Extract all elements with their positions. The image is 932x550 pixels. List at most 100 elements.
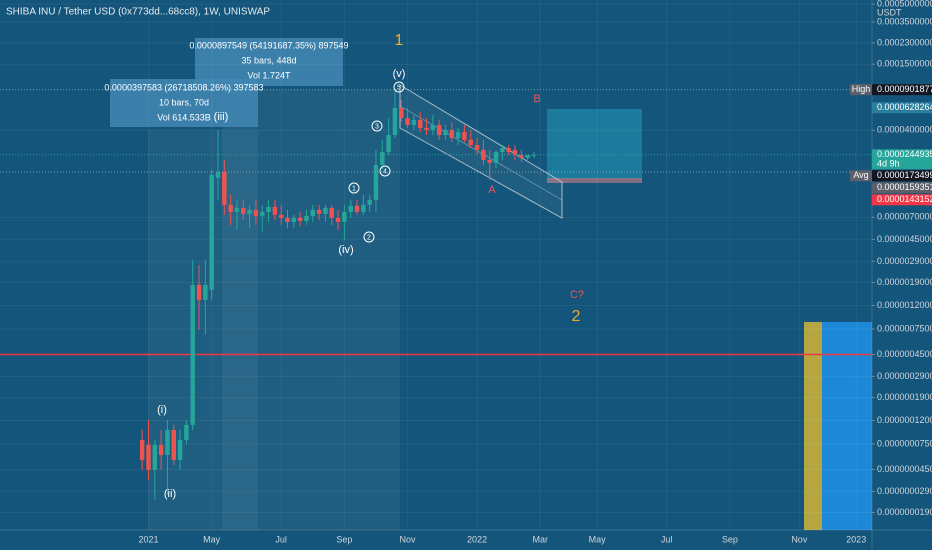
wave-label: (i) xyxy=(157,404,167,416)
candle-body xyxy=(525,154,530,158)
candle-body xyxy=(455,132,461,138)
candle-body xyxy=(203,284,208,300)
candle-body xyxy=(348,205,353,212)
candle-body xyxy=(209,174,214,290)
tooltip-text: 35 bars, 448d xyxy=(241,55,296,65)
candle-body xyxy=(354,205,360,212)
candle-body xyxy=(449,129,455,138)
y-tick-label: 0.0005000000 xyxy=(877,0,932,8)
candle-body xyxy=(171,429,176,460)
y-tick-label: 0.0000070000 xyxy=(877,212,932,222)
wave-circle xyxy=(393,81,405,93)
wave-circle xyxy=(348,182,360,194)
y-tick-label: 0.0000004500 xyxy=(877,349,932,359)
y-tick-label: 0.0002300000 xyxy=(877,37,932,47)
wave-circle-label: 2 xyxy=(367,234,371,241)
wave-circle-label: 4 xyxy=(383,168,387,175)
x-tick-label: 2021 xyxy=(138,534,158,544)
candle-body xyxy=(260,211,265,216)
candle-body xyxy=(152,444,158,470)
candle-body xyxy=(285,217,290,222)
candle-body xyxy=(215,172,221,178)
candle-body xyxy=(436,124,442,136)
currency-label: USDT xyxy=(877,7,902,17)
candle-body xyxy=(424,127,429,130)
y-tick-label: 0.0000000450 xyxy=(877,464,932,474)
x-tick-label: Sep xyxy=(336,534,352,544)
projection-box xyxy=(822,322,872,530)
candle-body xyxy=(512,149,518,155)
candle-body xyxy=(386,135,391,153)
candle-body xyxy=(241,207,246,214)
target-box xyxy=(547,109,642,179)
candle-body xyxy=(323,207,328,214)
price-tag-label: 0.0000244935 xyxy=(877,149,932,159)
x-tick-label: May xyxy=(203,534,221,544)
candle-body xyxy=(139,439,145,460)
candle-body xyxy=(316,209,322,214)
candle-body xyxy=(234,207,240,212)
chart-title: SHIBA INU / Tether USD (0x773dd...68cc8)… xyxy=(6,7,270,18)
candle-body xyxy=(184,424,189,440)
wave-circle-label: 1 xyxy=(352,185,356,192)
y-tick-label: 0.0000001900 xyxy=(877,392,932,402)
y-tick-label: 0.0000029000 xyxy=(877,256,932,266)
candle-body xyxy=(367,199,372,205)
price-tag-label: 0.0000628264 xyxy=(877,102,932,112)
price-tag xyxy=(872,102,932,114)
candle-body xyxy=(335,217,341,222)
price-tag xyxy=(872,182,932,194)
y-tick-label: 0.0003500000 xyxy=(877,16,932,26)
tooltip-text: Vol 614.533B xyxy=(157,112,211,122)
candle-body xyxy=(329,207,334,218)
candle-body xyxy=(177,439,183,460)
x-tick-label: Jul xyxy=(275,534,287,544)
stop-box xyxy=(547,178,642,183)
candle-body xyxy=(487,159,492,163)
tooltip-text: 10 bars, 70d xyxy=(159,97,209,107)
candle-body xyxy=(342,211,347,222)
candle-body xyxy=(417,119,423,128)
candle-body xyxy=(411,119,417,125)
y-tick-label: 0.0000007500 xyxy=(877,323,932,333)
y-tick-label: 0.0000000190 xyxy=(877,507,932,517)
range-box xyxy=(222,90,400,530)
candle-body xyxy=(196,284,202,300)
candle-body xyxy=(361,204,366,212)
candle-body xyxy=(272,206,278,215)
price-tag xyxy=(872,170,932,182)
candle-body xyxy=(443,129,448,136)
price-tag-label: 0.0000143152 xyxy=(877,194,932,204)
candle-body xyxy=(405,118,410,125)
candle-body xyxy=(519,154,524,158)
y-tick-label: 0.0000045000 xyxy=(877,234,932,244)
y-tick-label: 0.0000400000 xyxy=(877,125,932,135)
x-tick-label: May xyxy=(589,534,607,544)
wave-circle-label: 3 xyxy=(375,123,379,130)
y-tick-label: 0.0000012000 xyxy=(877,300,932,310)
candle-body xyxy=(228,204,233,212)
tooltip-text: 0.0000897549 (54191687.35%) 897549 xyxy=(189,40,348,50)
wave-label: (ii) xyxy=(164,488,176,500)
price-tag-title: High xyxy=(852,84,871,94)
price-tag-label: 0.0000159351 xyxy=(877,182,932,192)
x-tick-label: Nov xyxy=(791,534,808,544)
candle-body xyxy=(165,429,170,455)
x-tick-label: 2023 xyxy=(846,534,866,544)
candle-body xyxy=(462,132,467,140)
candle-body xyxy=(297,217,303,221)
candle-body xyxy=(266,206,271,212)
candle-body xyxy=(310,209,315,216)
wave-circle xyxy=(363,231,375,243)
wave-label: (v) xyxy=(393,68,406,80)
projection-box xyxy=(804,322,822,530)
price-tag-title-box xyxy=(850,170,872,182)
candle-body xyxy=(278,214,284,218)
candle-body xyxy=(493,152,499,163)
tooltip-box xyxy=(195,38,343,86)
x-tick-label: Nov xyxy=(400,534,417,544)
candle-body xyxy=(190,284,195,425)
price-tag xyxy=(872,149,932,170)
y-tick-label: 0.0000002900 xyxy=(877,371,932,381)
